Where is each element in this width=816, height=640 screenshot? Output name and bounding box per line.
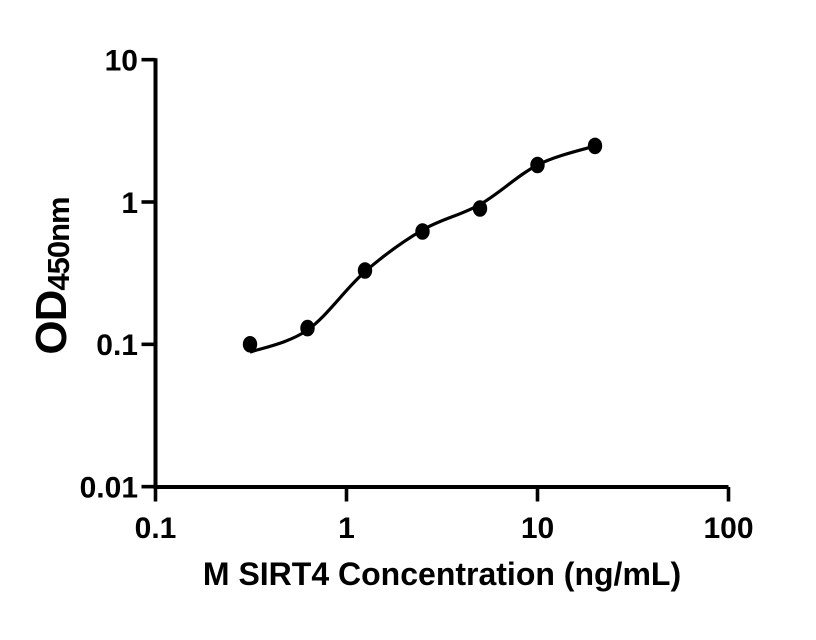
y-tick-label: 1 xyxy=(121,187,138,220)
y-axis-title: OD450nm xyxy=(25,126,79,426)
data-point xyxy=(357,262,373,279)
fit-curve-line xyxy=(249,144,596,354)
y-axis-title-subscript: 450nm xyxy=(41,197,76,291)
data-point xyxy=(472,200,488,217)
y-tick-label: 0.1 xyxy=(96,329,138,362)
data-point xyxy=(530,156,545,174)
x-tick-label: 1 xyxy=(338,512,355,545)
data-point xyxy=(587,137,603,155)
x-tick-label: 0.1 xyxy=(135,512,177,545)
x-tick-label: 10 xyxy=(521,512,554,545)
y-tick-label: 0.01 xyxy=(80,471,138,504)
y-tick-label: 10 xyxy=(105,44,138,77)
data-point xyxy=(300,319,315,337)
x-axis-title: M SIRT4 Concentration (ng/mL) xyxy=(202,556,682,592)
data-point xyxy=(415,223,430,240)
y-axis-title-main: OD xyxy=(27,290,76,355)
data-point xyxy=(242,336,258,353)
x-tick-label: 100 xyxy=(703,512,753,545)
